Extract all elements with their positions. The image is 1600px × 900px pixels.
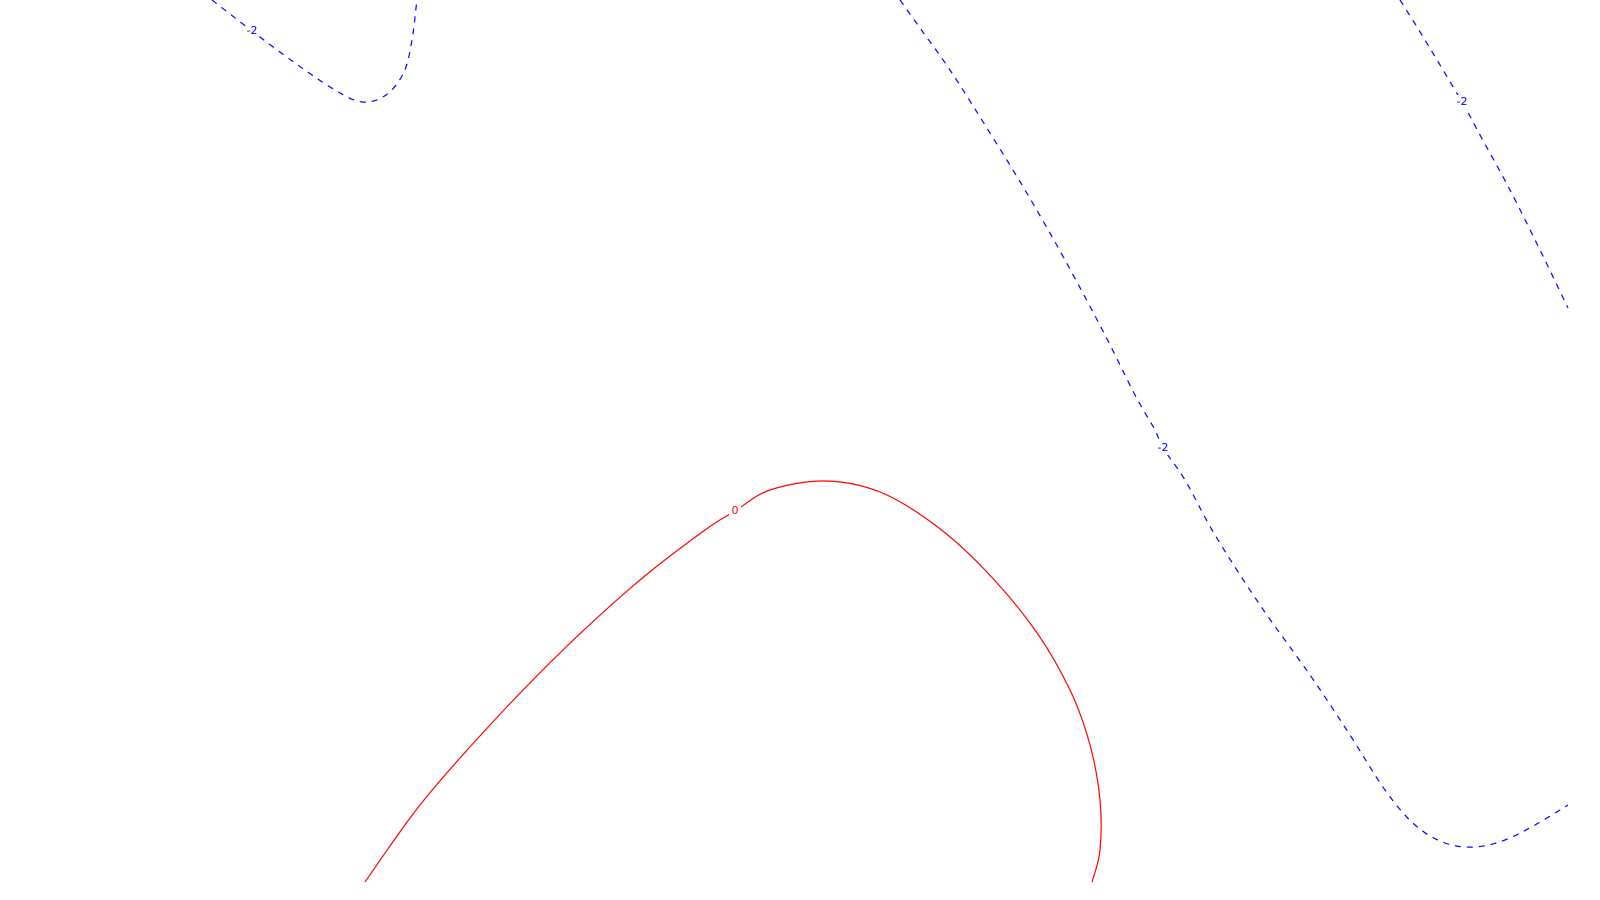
contour-label-background-center-diagonal bbox=[1157, 441, 1169, 455]
contour-line-lower-arch bbox=[364, 480, 1102, 883]
contour-label-center-diagonal: -2 bbox=[1158, 441, 1169, 454]
contour-line-upper-left bbox=[211, 0, 418, 103]
contour-labels: -2 -2 -2 0 bbox=[246, 24, 1468, 518]
contour-line-upper-right bbox=[1399, 0, 1569, 309]
contour-lines bbox=[211, 0, 1569, 883]
contour-label-background-upper-right bbox=[1456, 95, 1468, 109]
contour-label-upper-right: -2 bbox=[1457, 95, 1468, 108]
contour-label-background-upper-left bbox=[246, 24, 258, 38]
contour-label-upper-left: -2 bbox=[247, 24, 258, 37]
contour-label-lower-arch: 0 bbox=[732, 504, 739, 517]
contour-line-center-diagonal bbox=[899, 0, 1569, 848]
contour-label-background-lower-arch bbox=[729, 504, 741, 518]
